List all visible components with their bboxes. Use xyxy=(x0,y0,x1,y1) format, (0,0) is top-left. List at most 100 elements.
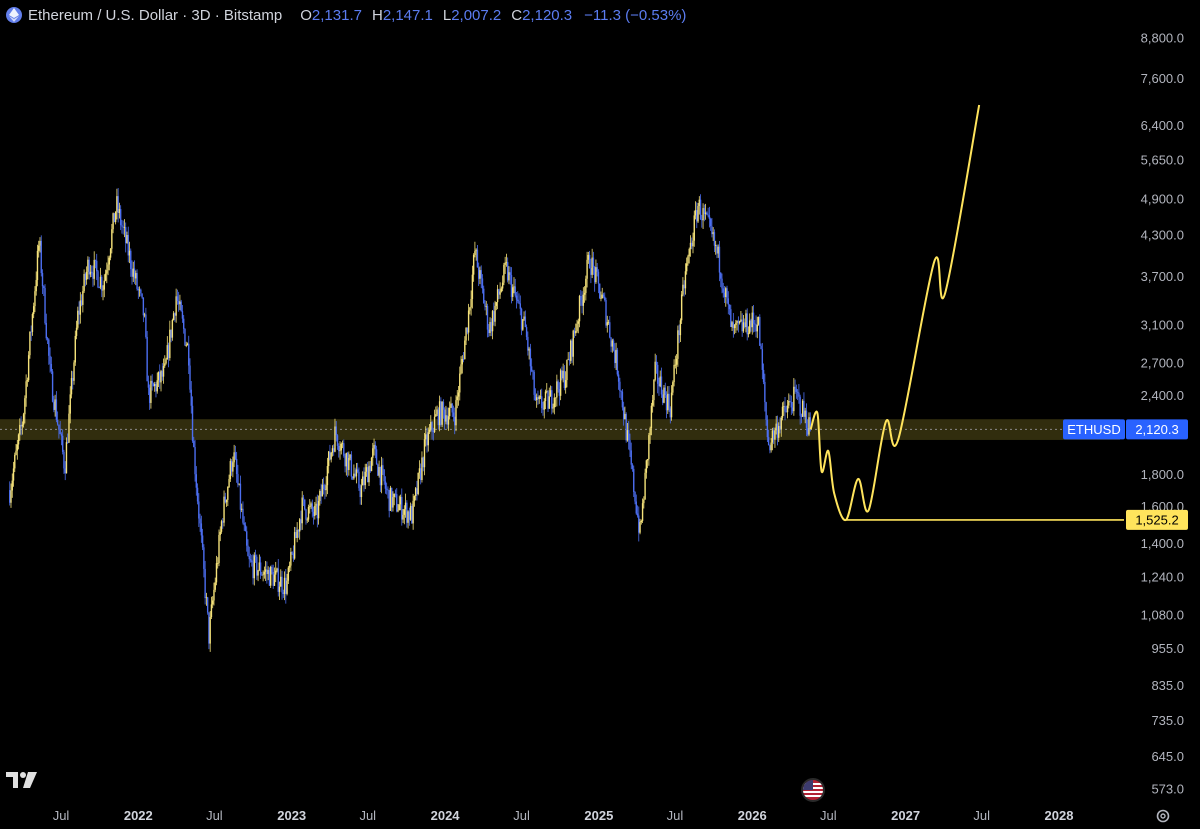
candle-body xyxy=(693,215,695,241)
candle-body xyxy=(679,320,682,336)
candle-body xyxy=(243,522,245,526)
candle-body xyxy=(309,506,311,507)
candle-body xyxy=(809,417,811,431)
candle-body xyxy=(397,510,399,512)
candle-body xyxy=(343,443,345,456)
candle-body xyxy=(678,330,680,336)
candle-body xyxy=(651,400,654,406)
candle-body xyxy=(230,461,233,472)
candle-body xyxy=(774,430,776,440)
candle-body xyxy=(604,296,606,301)
candle-body xyxy=(704,212,707,215)
candle-body xyxy=(486,306,489,330)
projection-path[interactable] xyxy=(809,104,981,521)
candle-body xyxy=(219,531,221,535)
candle-body xyxy=(340,443,342,451)
candle-body xyxy=(302,497,305,500)
candle-body xyxy=(391,487,393,508)
candle-body xyxy=(459,373,461,393)
candle-body xyxy=(624,413,626,420)
candle-body xyxy=(680,294,683,321)
candle-body xyxy=(379,467,382,486)
candle-body xyxy=(348,457,350,471)
us-flag-icon[interactable] xyxy=(801,778,825,802)
candle-body xyxy=(503,264,505,283)
candle-body xyxy=(368,465,370,483)
candle-body xyxy=(94,259,97,261)
candle-body xyxy=(285,577,287,594)
candle-body xyxy=(358,471,360,489)
candle-body xyxy=(201,535,204,548)
candle-body xyxy=(161,370,163,377)
candle-body xyxy=(378,467,380,476)
target-price-tag[interactable] xyxy=(1126,509,1188,530)
candle-body xyxy=(689,242,692,250)
candle-body xyxy=(292,553,295,559)
candle-body xyxy=(761,349,764,370)
candle-body xyxy=(745,313,747,327)
candle-body xyxy=(281,576,283,593)
candle-body xyxy=(767,437,770,446)
high-key: H xyxy=(371,6,383,24)
candle-body xyxy=(175,296,177,316)
candle-body xyxy=(629,440,631,451)
candle-body xyxy=(21,424,24,427)
candle-body xyxy=(423,439,426,468)
candle-body xyxy=(513,286,515,288)
candle-body xyxy=(714,245,717,246)
candle-body xyxy=(542,408,544,410)
candle-body xyxy=(67,442,69,443)
candle-body xyxy=(32,306,35,315)
gear-icon[interactable] xyxy=(1155,808,1171,824)
candle-body xyxy=(476,249,479,268)
tradingview-logo-icon[interactable] xyxy=(6,770,42,790)
candle-body xyxy=(373,444,375,449)
candle-body xyxy=(505,262,508,263)
candle-body xyxy=(29,331,31,356)
candle-body xyxy=(249,559,252,561)
candle-body xyxy=(524,316,527,328)
candle-body xyxy=(34,291,36,307)
current-price-tag[interactable] xyxy=(1126,419,1188,440)
x-tick-label: Jul xyxy=(53,808,70,823)
candle-body xyxy=(593,266,596,283)
candle-body xyxy=(90,271,93,273)
candle-body xyxy=(558,389,561,396)
candle-body xyxy=(70,378,73,395)
candle-body xyxy=(596,267,598,272)
candle-body xyxy=(194,447,196,475)
candle-body xyxy=(165,359,167,364)
candle-body xyxy=(684,271,687,289)
candle-body xyxy=(677,330,679,359)
candle-body xyxy=(306,519,308,521)
candle-body xyxy=(185,345,187,346)
candle-body xyxy=(267,570,269,575)
candle-body xyxy=(170,329,172,338)
symbol-tag-label: ETHUSD xyxy=(1067,422,1120,437)
candle-body xyxy=(685,263,688,272)
x-tick-label: 2022 xyxy=(124,808,153,823)
candle-body xyxy=(740,319,742,322)
candle-body xyxy=(409,505,412,520)
candle-body xyxy=(448,407,451,417)
candle-body xyxy=(769,445,771,451)
symbol-tag[interactable] xyxy=(1063,419,1125,440)
candle-body xyxy=(759,317,761,346)
candle-body xyxy=(322,484,325,490)
candle-body xyxy=(506,262,509,281)
candle-body xyxy=(456,396,458,401)
candle-body xyxy=(645,460,648,473)
candle-body xyxy=(119,209,122,226)
candle-body xyxy=(363,476,365,486)
candle-body xyxy=(209,617,211,644)
candle-body xyxy=(509,272,511,276)
candle-body xyxy=(794,386,796,389)
y-tick-label: 2,700.0 xyxy=(1141,355,1184,370)
candle-body xyxy=(757,317,760,325)
symbol-title[interactable]: Ethereum / U.S. Dollar · 3D · Bitstamp xyxy=(28,6,283,24)
candle-body xyxy=(547,391,549,409)
candle-body xyxy=(394,493,397,495)
candle-body xyxy=(75,327,78,336)
x-tick-label: 2026 xyxy=(738,808,767,823)
